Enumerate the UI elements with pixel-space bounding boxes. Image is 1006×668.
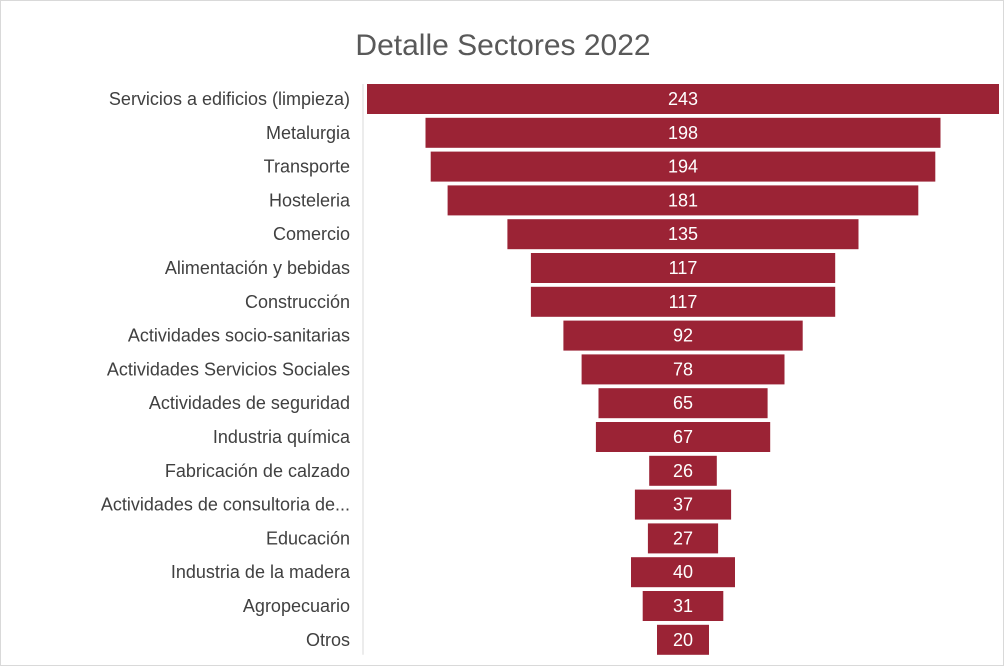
funnel-bar <box>530 286 836 317</box>
funnel-bar <box>367 84 999 114</box>
data-label: 78 <box>673 359 693 379</box>
category-label: Metalurgia <box>266 123 351 143</box>
funnel-bar <box>598 388 768 419</box>
funnel-bar <box>647 523 719 554</box>
funnel-bar <box>430 151 936 182</box>
data-label: 65 <box>673 393 693 413</box>
funnel-bar <box>631 557 735 588</box>
category-label: Hosteleria <box>269 190 351 210</box>
chart-title: Detalle Sectores 2022 <box>355 29 651 62</box>
category-label: Industria de la madera <box>171 562 351 582</box>
data-label: 117 <box>669 258 698 278</box>
data-label: 26 <box>673 461 693 481</box>
data-label: 181 <box>668 190 698 210</box>
funnel-bar <box>649 455 717 486</box>
category-label: Educación <box>266 528 350 548</box>
data-label: 37 <box>673 495 693 515</box>
funnel-bar <box>507 219 859 250</box>
funnel-bar <box>634 489 732 520</box>
data-label: 135 <box>668 224 698 244</box>
funnel-bar <box>581 354 785 385</box>
data-label: 117 <box>669 292 698 312</box>
data-label: 67 <box>673 427 693 447</box>
category-label: Transporte <box>264 157 350 177</box>
category-label: Actividades de consultoria de... <box>101 495 350 515</box>
data-label: 92 <box>673 326 693 346</box>
funnel-bar <box>530 253 836 283</box>
funnel-bar <box>425 117 941 148</box>
category-label: Actividades Servicios Sociales <box>107 359 350 379</box>
category-label: Servicios a edificios (limpieza) <box>109 89 350 109</box>
funnel-bar <box>563 320 803 351</box>
category-label: Industria química <box>213 427 351 447</box>
funnel-bar <box>447 185 919 216</box>
category-label: Alimentación y bebidas <box>165 258 350 278</box>
data-label: 20 <box>673 630 693 650</box>
category-label: Comercio <box>273 224 350 244</box>
funnel-bar <box>595 422 771 452</box>
category-label: Otros <box>306 630 350 650</box>
data-label: 194 <box>668 157 698 177</box>
funnel-bar <box>657 624 709 655</box>
funnel-bar <box>642 591 724 621</box>
data-label: 40 <box>673 562 693 582</box>
data-label: 27 <box>673 528 693 548</box>
category-label: Construcción <box>245 292 350 312</box>
data-label: 198 <box>668 123 698 143</box>
data-label: 243 <box>668 89 698 109</box>
category-label: Actividades socio-sanitarias <box>128 326 350 346</box>
data-label: 31 <box>673 596 693 616</box>
category-label: Fabricación de calzado <box>165 461 350 481</box>
category-label: Actividades de seguridad <box>149 393 350 413</box>
category-label: Agropecuario <box>243 596 350 616</box>
